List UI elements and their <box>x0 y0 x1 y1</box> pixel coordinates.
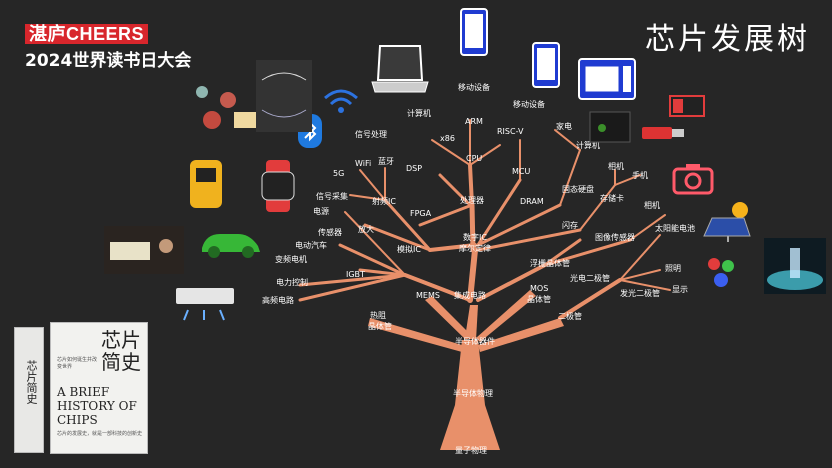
node-cpu: CPU <box>466 154 483 163</box>
branch-ergui <box>478 318 564 352</box>
node-shouji: 手机 <box>632 171 648 180</box>
glucose-meter-icon <box>190 160 222 208</box>
branch-mos <box>476 290 536 342</box>
node-shancun: 闪存 <box>562 221 578 230</box>
node-xinhao: 信号处理 <box>355 130 387 139</box>
solar-panel-icon <box>703 202 751 242</box>
node-jiadian: 家电 <box>556 122 572 131</box>
book-cover-subtitle: 芯片如何诞生并改变世界 <box>57 357 98 370</box>
node-xiangji: 相机 <box>608 162 624 171</box>
node-fagu: 发光二极管 <box>620 289 660 298</box>
book-image: 芯片简史 芯片简史 芯片如何诞生并改变世界 A BRIEF HISTORY OF… <box>14 322 148 454</box>
branch-jicheng <box>465 305 478 340</box>
sd-card-icon <box>669 95 705 117</box>
microwave-icon <box>578 58 636 100</box>
book-cover-tagline: 芯片的发展史，就是一部科技的创新史 <box>57 431 143 437</box>
node-dianli: 电力控制 <box>276 278 308 287</box>
node-jingti2: 晶体管 <box>527 295 551 304</box>
node-chuanganqi: 传感器 <box>318 228 342 237</box>
event-title: 2024世界读书日大会 <box>25 51 192 71</box>
node-ergui: 二极管 <box>558 312 582 321</box>
publisher-logo: 湛庐CHEERS 2024世界读书日大会 <box>25 24 191 71</box>
node-wifi: WiFi <box>355 159 372 168</box>
node-zhaoming: 照明 <box>665 264 681 273</box>
book-spine-title: 芯片简史 <box>25 360 38 404</box>
trunk <box>440 340 500 450</box>
branch-mems <box>425 296 472 340</box>
node-jicheng: 集成电路 <box>454 291 486 300</box>
book-cover: 芯片简史 芯片如何诞生并改变世界 A BRIEF HISTORY OF CHIP… <box>50 322 148 454</box>
node-riscv: RISC-V <box>497 127 524 136</box>
node-yidong1: 移动设备 <box>458 83 490 92</box>
book-cover-title-cn: 芯片简史 <box>101 328 141 374</box>
wifi-icon <box>324 89 358 113</box>
car-headlight-photo <box>104 226 184 274</box>
node-fpga: FPGA <box>410 209 432 218</box>
node-chuli: 处理器 <box>460 196 484 205</box>
usb-drive-icon <box>642 127 684 139</box>
node-yidong2: 移动设备 <box>513 100 545 109</box>
node-xianshi: 显示 <box>672 285 688 294</box>
smartwatch-icon <box>261 160 295 212</box>
node-igbt: IGBT <box>346 270 365 279</box>
node-fudian: 浮栅晶体管 <box>530 259 570 268</box>
branch-jingti <box>368 318 462 352</box>
light-sculpture-icon <box>764 238 826 294</box>
page-title: 芯片发展树 <box>645 22 810 57</box>
tablet-icon <box>532 42 560 88</box>
book-spine: 芯片简史 <box>14 327 44 453</box>
node-mose: 模拟IC <box>397 245 421 254</box>
air-conditioner-icon <box>176 288 234 321</box>
node-root: 量子物理 <box>455 446 487 455</box>
node-bianpin: 变频电机 <box>275 255 307 264</box>
node-rezhi: 热阻 <box>370 311 386 320</box>
molecule-diagram-icon <box>196 86 258 129</box>
node-dsp: DSP <box>406 164 423 173</box>
node-mems: MEMS <box>416 291 440 300</box>
node-taiyang: 太阳能电池 <box>655 224 695 233</box>
node-dram: DRAM <box>520 197 544 206</box>
node-guangdian: 光电二极管 <box>570 274 610 283</box>
node-moer: 摩尔定律 <box>459 244 491 253</box>
camera-icon <box>672 164 714 195</box>
node-gutai: 固态硬盘 <box>562 185 594 194</box>
node-diandong: 电动汽车 <box>295 241 327 250</box>
node-arm: ARM <box>465 117 483 126</box>
node-tuxiang: 图像传感器 <box>595 233 635 242</box>
node-mcu: MCU <box>512 167 531 176</box>
node-shuzi: 数字IC <box>463 233 487 242</box>
node-x86: x86 <box>440 134 455 143</box>
led-icon <box>708 258 734 287</box>
electric-car-icon <box>202 234 260 258</box>
game-console-icon <box>589 111 631 143</box>
node-dianyuan: 电源 <box>313 207 329 216</box>
node-fangda: 放大 <box>358 225 374 234</box>
laptop-icon <box>371 45 429 93</box>
brand-name: 湛庐CHEERS <box>25 24 149 44</box>
node-xiangji2: 相机 <box>644 201 660 210</box>
phone-icon <box>460 8 488 56</box>
node-5g: 5G <box>333 169 345 178</box>
circuit-chart-icon <box>256 60 312 132</box>
node-mos: MOS <box>530 284 549 293</box>
node-xinhaocaiji: 信号采集 <box>316 192 348 201</box>
node-trunk: 半导体物理 <box>453 389 493 398</box>
node-shepin: 射频IC <box>372 197 396 206</box>
node-jisuanji2: 计算机 <box>576 141 600 150</box>
node-jingti: 晶体管 <box>368 322 392 331</box>
node-core: 半导体器件 <box>455 337 495 346</box>
node-jisuanji1: 计算机 <box>407 109 431 118</box>
book-cover-title-en: A BRIEF HISTORY OF CHIPS <box>57 385 137 427</box>
node-gaopin: 高频电路 <box>262 296 294 305</box>
node-lanya: 蓝牙 <box>378 157 394 166</box>
node-cunchuka: 存储卡 <box>600 194 624 203</box>
